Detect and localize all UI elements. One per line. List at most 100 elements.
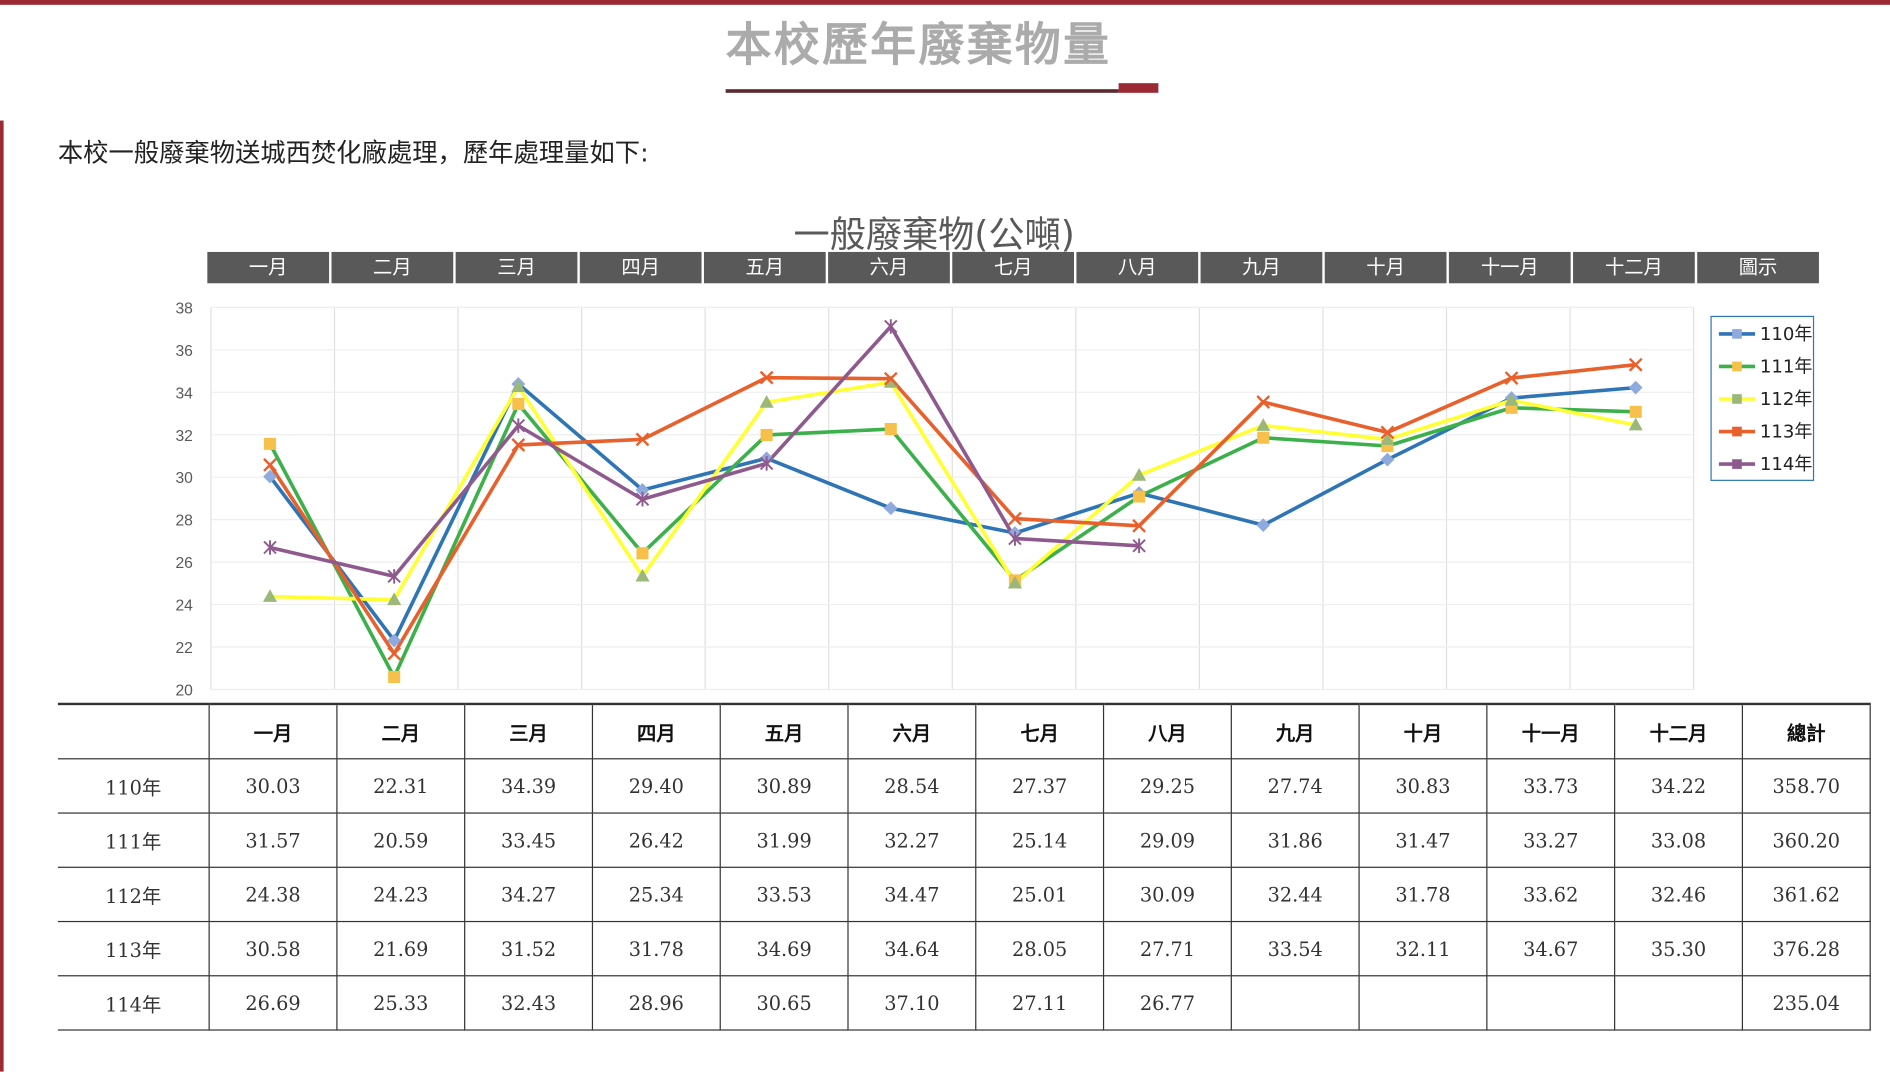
month-header-cell: 三月 [455, 251, 578, 284]
table-cell: 29.40 [591, 758, 721, 814]
data-point [1133, 490, 1146, 503]
data-point [1504, 393, 1519, 406]
data-point [760, 428, 773, 441]
row-label: 113年 [57, 920, 210, 977]
table-cell: 35.30 [1614, 920, 1744, 977]
month-header-cell: 九月 [1200, 251, 1323, 284]
legend-item: 114年 [1716, 447, 1812, 480]
month-header-cell: 十一月 [1448, 251, 1571, 284]
data-point [1008, 531, 1022, 546]
table-row: 111年 31.57 20.59 33.45 26.42 31.99 32.27 25.14 2… [57, 812, 1871, 868]
data-point [1132, 518, 1146, 533]
table-cell: 20.59 [336, 812, 466, 868]
data-point [884, 319, 898, 334]
column-header: 二月 [336, 702, 466, 760]
data-point [1256, 518, 1271, 533]
data-point [759, 395, 774, 408]
table-cell: 30.65 [719, 975, 849, 1031]
series-line [269, 380, 1637, 602]
legend-label: 112年 [1759, 388, 1813, 410]
data-point [262, 589, 278, 602]
table-cell: 33.53 [719, 866, 849, 923]
table-cell: 360.20 [1741, 812, 1871, 868]
y-tick-label: 32 [175, 428, 192, 445]
legend-label: 111年 [1759, 355, 1813, 378]
table-cell: 30.89 [719, 758, 849, 814]
column-header: 三月 [464, 702, 594, 760]
intro-text: 本校一般廢棄物送城西焚化廠處理，歷年處理量如下: [57, 138, 649, 168]
legend-item: 110年 [1716, 317, 1812, 350]
table-cell: 25.01 [975, 866, 1105, 923]
table-cell [1358, 975, 1488, 1031]
data-point [1132, 468, 1147, 481]
table-cell: 30.58 [208, 920, 338, 977]
y-tick-label: 22 [175, 640, 192, 657]
table-cell: 34.69 [719, 920, 849, 977]
table-cell: 27.37 [975, 758, 1105, 814]
data-point [759, 456, 774, 471]
data-point [635, 492, 650, 507]
page-title: 本校歷年廢棄物量 [725, 18, 1112, 72]
table-cell: 25.14 [975, 812, 1105, 868]
legend-item: 113年 [1716, 415, 1812, 448]
column-header: 總計 [1741, 702, 1871, 760]
month-header-cell: 圖示 [1697, 251, 1819, 284]
month-header-cell: 八月 [1076, 251, 1199, 284]
table-cell: 32.43 [464, 975, 594, 1031]
data-point [511, 379, 526, 392]
y-tick-label: 36 [175, 343, 193, 360]
data-point [1008, 511, 1022, 526]
column-header: 十一月 [1486, 702, 1616, 760]
data-point [1628, 357, 1643, 372]
data-point [1380, 432, 1395, 445]
y-tick-label: 30 [175, 470, 193, 487]
row-label: 114年 [57, 975, 210, 1031]
data-point [635, 432, 650, 447]
table-cell: 26.69 [208, 975, 338, 1031]
table-cell: 34.64 [847, 920, 977, 977]
column-header: 四月 [591, 702, 721, 760]
data-point [759, 370, 774, 385]
table-cell: 34.67 [1486, 920, 1616, 977]
table-cell [1230, 975, 1360, 1031]
month-header-cell: 十二月 [1573, 251, 1695, 284]
data-point [636, 547, 649, 560]
series-markers [263, 319, 1146, 584]
data-point [884, 422, 897, 436]
table-cell: 30.09 [1102, 866, 1232, 923]
table-cell: 26.42 [591, 812, 721, 868]
data-point [511, 418, 526, 433]
table-cell: 32.46 [1614, 866, 1744, 923]
data-point [883, 501, 898, 516]
table-row: 112年 24.38 24.23 34.27 25.34 33.53 34.47 25.01 3… [57, 866, 1871, 923]
table-cell: 31.52 [464, 920, 594, 977]
legend-label: 113年 [1759, 420, 1813, 443]
data-point [1380, 425, 1395, 440]
table-cell: 24.23 [336, 866, 466, 923]
table-cell: 361.62 [1741, 866, 1871, 923]
month-header-cell: 五月 [703, 251, 826, 284]
row-label: 112年 [57, 866, 210, 923]
data-point [387, 569, 401, 584]
legend-label: 114年 [1759, 453, 1813, 475]
legend-swatch-icon [1718, 328, 1756, 339]
column-header: 八月 [1102, 702, 1232, 760]
table-cell: 358.70 [1741, 758, 1871, 814]
column-header: 一月 [208, 702, 338, 760]
data-point [388, 670, 401, 683]
table-cell: 31.47 [1358, 812, 1488, 868]
top-accent-bar [0, 0, 1890, 5]
data-point [1257, 431, 1270, 444]
table-cell: 31.57 [208, 812, 338, 868]
table-cell: 34.47 [847, 866, 977, 923]
data-point [387, 646, 402, 661]
month-header-bar: 一月 二月 三月 四月 五月 六月 七月 八月 九月 十月 十一月 十二月 圖示 [207, 251, 1821, 284]
table-cell: 37.10 [847, 975, 977, 1031]
title-underline [725, 89, 1119, 93]
series-line [268, 402, 1636, 679]
column-header: 七月 [975, 702, 1105, 760]
y-tick-label: 26 [175, 555, 193, 572]
legend-swatch-icon [1718, 426, 1756, 436]
column-header [57, 702, 210, 760]
